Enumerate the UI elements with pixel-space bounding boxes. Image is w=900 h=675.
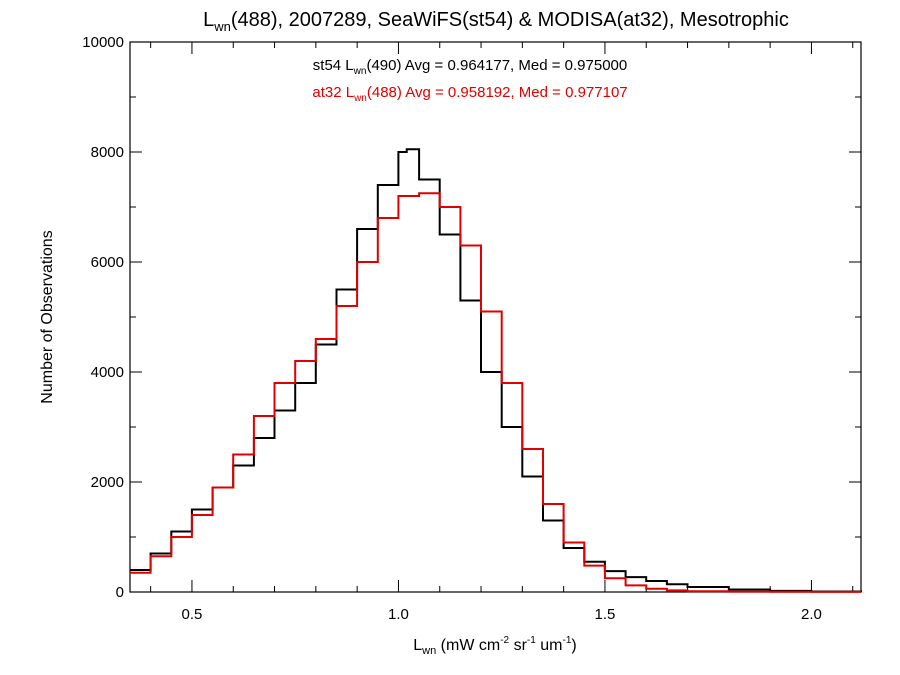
annotation-at32-pre: at32 L xyxy=(312,84,354,101)
xlabel-p2: sr xyxy=(509,637,527,654)
x-axis-label: Lwn (mW cm-2 sr-1 um-1) xyxy=(413,635,576,657)
xlabel-p3: um xyxy=(536,637,563,654)
annotation-at32-post: (488) Avg = 0.958192, Med = 0.977107 xyxy=(367,84,628,101)
title-subscript: wn xyxy=(213,19,231,34)
annotation-st54-pre: st54 L xyxy=(313,57,354,74)
y-tick-label: 8000 xyxy=(91,144,124,161)
title-rest: (488), 2007289, SeaWiFS(st54) & MODISA(a… xyxy=(231,9,789,31)
x-tick-label: 0.5 xyxy=(182,606,203,623)
annotation-st54-sub: wn xyxy=(353,66,367,77)
annotation-st54-post: (490) Avg = 0.964177, Med = 0.975000 xyxy=(366,57,627,74)
y-tick-label: 4000 xyxy=(91,364,124,381)
y-tick-label: 6000 xyxy=(91,254,124,271)
y-axis-label: Number of Observations xyxy=(39,230,56,403)
y-tick-label: 0 xyxy=(116,584,124,601)
xlabel-sup2: -1 xyxy=(527,635,536,646)
x-tick-label: 1.0 xyxy=(388,606,409,623)
chart-title: Lwn(488), 2007289, SeaWiFS(st54) & MODIS… xyxy=(203,9,789,34)
axis-ticks: 0.5 1.0 1.5 2.0 0 2000 4000 6000 8000 10000 xyxy=(82,34,861,623)
x-tick-label: 2.0 xyxy=(801,606,822,623)
y-tick-label: 10000 xyxy=(82,34,124,51)
xlabel-p1: (mW cm xyxy=(436,637,500,654)
y-tick-label: 2000 xyxy=(91,474,124,491)
annotation-at32-sub: wn xyxy=(353,93,367,104)
annotation-at32: at32 Lwn(488) Avg = 0.958192, Med = 0.97… xyxy=(312,84,627,104)
xlabel-sub: wn xyxy=(421,645,436,657)
series-at32-line xyxy=(130,192,861,593)
xlabel-p4: ) xyxy=(571,637,576,654)
series-st54-line xyxy=(130,148,862,593)
xlabel-sup3: -1 xyxy=(562,635,571,646)
xlabel-sup1: -2 xyxy=(500,635,509,646)
annotation-st54: st54 Lwn(490) Avg = 0.964177, Med = 0.97… xyxy=(313,57,627,77)
title-main: L xyxy=(203,9,214,31)
x-tick-label: 1.5 xyxy=(595,606,616,623)
xlabel-main: L xyxy=(413,637,422,654)
plot-frame xyxy=(129,41,862,593)
series-group xyxy=(130,148,862,593)
